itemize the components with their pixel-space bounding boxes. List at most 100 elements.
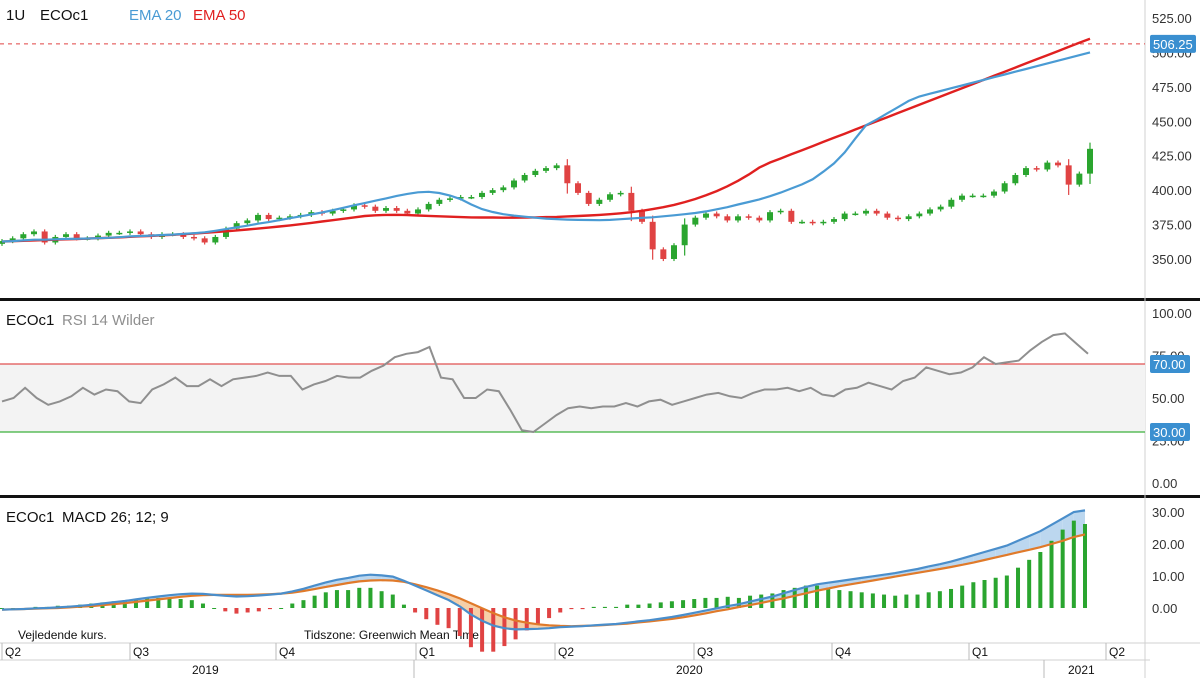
macd-histogram-bar[interactable] (267, 608, 272, 610)
macd-histogram-bar[interactable] (547, 608, 552, 619)
macd-histogram-bar[interactable] (882, 594, 887, 608)
candle[interactable] (681, 224, 688, 246)
candle[interactable] (1055, 162, 1061, 166)
candle[interactable] (340, 209, 347, 211)
macd-histogram-bar[interactable] (1071, 520, 1076, 608)
candle[interactable] (948, 199, 955, 207)
candle[interactable] (223, 228, 229, 237)
candle[interactable] (95, 235, 101, 239)
macd-histogram-bar[interactable] (200, 603, 205, 608)
macd-histogram-bar[interactable] (468, 608, 473, 648)
macd-histogram-bar[interactable] (815, 585, 820, 608)
candle[interactable] (287, 216, 293, 218)
macd-histogram-bar[interactable] (323, 592, 328, 608)
candle[interactable] (457, 197, 464, 199)
candle[interactable] (1023, 168, 1029, 175)
candle[interactable] (617, 192, 624, 195)
candle[interactable] (31, 231, 37, 235)
macd-histogram-bar[interactable] (736, 597, 741, 608)
candle[interactable] (127, 231, 133, 233)
candle[interactable] (276, 217, 283, 220)
candle[interactable] (425, 203, 432, 210)
candle[interactable] (809, 221, 816, 224)
candle[interactable] (1044, 162, 1051, 170)
macd-histogram-bar[interactable] (513, 608, 518, 640)
macd-histogram-bar[interactable] (1038, 552, 1043, 608)
candle[interactable] (329, 210, 336, 214)
candle[interactable] (372, 206, 379, 211)
ema50-legend[interactable]: EMA 50 (193, 7, 246, 24)
macd-histogram-bar[interactable] (625, 604, 630, 608)
candle[interactable] (383, 208, 389, 211)
candle[interactable] (756, 217, 763, 221)
macd-histogram-bar[interactable] (960, 585, 965, 608)
macd-histogram-bar[interactable] (725, 596, 730, 608)
candle[interactable] (415, 209, 421, 214)
candle[interactable] (799, 221, 805, 224)
macd-histogram-bar[interactable] (658, 602, 663, 608)
candle[interactable] (585, 192, 592, 204)
candle[interactable] (777, 210, 784, 213)
candle[interactable] (671, 245, 677, 259)
candle[interactable] (1087, 148, 1093, 174)
candle[interactable] (852, 213, 859, 216)
macd-histogram-bar[interactable] (1027, 559, 1032, 608)
macd-histogram-bar[interactable] (982, 580, 987, 608)
candle[interactable] (937, 206, 944, 210)
candle[interactable] (713, 213, 720, 217)
candle[interactable] (905, 216, 912, 220)
candle[interactable] (521, 174, 528, 181)
macd-histogram-bar[interactable] (145, 597, 150, 608)
macd-line[interactable] (1, 509, 1086, 631)
candle[interactable] (575, 183, 581, 193)
candle[interactable] (447, 198, 453, 200)
macd-histogram-bar[interactable] (614, 606, 619, 608)
macd-indicator-label[interactable]: MACD 26; 12; 9 (62, 509, 169, 526)
macd-histogram-bar[interactable] (502, 608, 507, 647)
candle[interactable] (489, 190, 496, 193)
macd-histogram-bar[interactable] (893, 595, 898, 608)
candle[interactable] (191, 236, 197, 239)
macd-histogram-bar[interactable] (480, 608, 485, 652)
candle[interactable] (41, 231, 48, 243)
macd-histogram-bar[interactable] (223, 608, 228, 612)
macd-histogram-bar[interactable] (937, 591, 942, 608)
macd-histogram-bar[interactable] (234, 608, 239, 614)
candle[interactable] (116, 232, 123, 235)
ema20-legend[interactable]: EMA 20 (129, 7, 182, 24)
candle[interactable] (265, 214, 272, 220)
candle[interactable] (553, 165, 560, 169)
candle[interactable] (255, 214, 261, 221)
candle[interactable] (639, 210, 645, 222)
candle[interactable] (180, 234, 187, 237)
macd-histogram-bar[interactable] (714, 597, 719, 608)
candle[interactable] (895, 217, 901, 220)
macd-histogram-bar[interactable] (826, 587, 831, 608)
macd-histogram-bar[interactable] (971, 582, 976, 608)
macd-histogram-bar[interactable] (524, 608, 529, 631)
candle[interactable] (841, 213, 848, 220)
candle[interactable] (1076, 173, 1083, 185)
candle[interactable] (564, 165, 571, 184)
macd-histogram-bar[interactable] (859, 592, 864, 608)
macd-histogram-bar[interactable] (535, 608, 540, 624)
candle[interactable] (969, 195, 976, 198)
macd-histogram-bar[interactable] (457, 608, 462, 636)
candle[interactable] (788, 210, 795, 222)
macd-histogram-bar[interactable] (703, 597, 708, 608)
macd-histogram-bar[interactable] (212, 608, 217, 609)
candle[interactable] (959, 195, 965, 200)
candle[interactable] (500, 187, 507, 191)
candle[interactable] (991, 191, 997, 196)
candle[interactable] (745, 216, 752, 218)
macd-histogram-bar[interactable] (636, 604, 641, 608)
candle[interactable] (404, 210, 411, 214)
macd-histogram-bar[interactable] (669, 601, 674, 608)
macd-histogram-bar[interactable] (379, 591, 384, 608)
candle[interactable] (767, 212, 773, 221)
candle[interactable] (831, 219, 837, 222)
candle[interactable] (20, 234, 27, 239)
macd-histogram-bar[interactable] (681, 600, 686, 608)
macd-histogram-bar[interactable] (848, 591, 853, 608)
candle[interactable] (607, 194, 613, 200)
